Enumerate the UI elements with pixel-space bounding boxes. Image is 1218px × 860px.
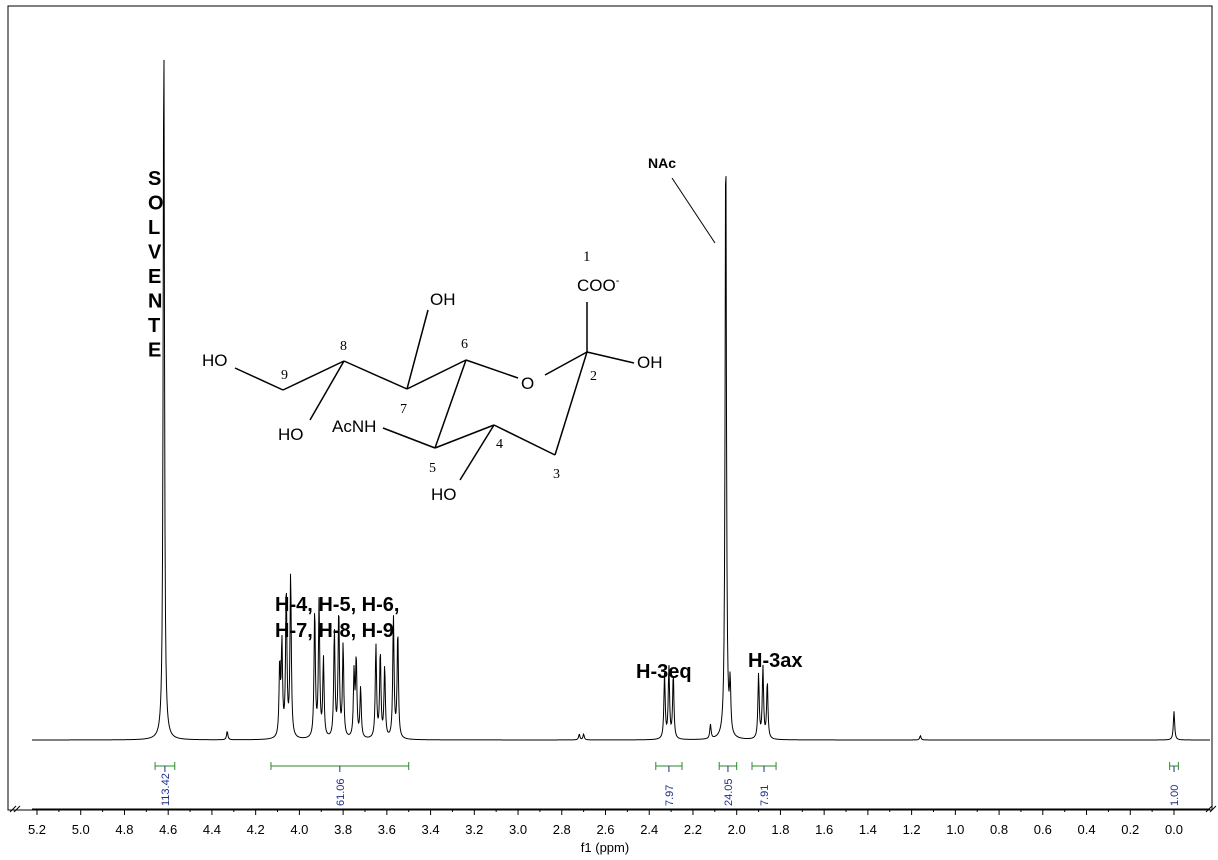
x-tick-label: 3.2 <box>465 822 483 837</box>
solvent-letter: L <box>148 217 160 239</box>
x-tick-label: 5.2 <box>28 822 46 837</box>
x-axis-break-mark <box>9 805 1217 813</box>
x-tick-label: 0.2 <box>1121 822 1139 837</box>
integral-value: 24.05 <box>723 778 735 806</box>
h3ax-label: H-3ax <box>748 650 802 672</box>
integral-group: 113.42 61.06 7.97 24.05 7.91 1.00 <box>154 762 1181 806</box>
x-tick-label: 0.6 <box>1034 822 1052 837</box>
x-tick-label: 0.8 <box>990 822 1008 837</box>
h3eq-label: H-3eq <box>636 661 692 683</box>
x-tick-label: 4.2 <box>247 822 265 837</box>
x-tick-label: 2.0 <box>728 822 746 837</box>
x-tick-label: 1.8 <box>771 822 789 837</box>
acnh-group: AcNH <box>332 417 376 436</box>
coo-group: COO- <box>577 275 620 295</box>
c2-hydroxyl: OH <box>637 353 663 372</box>
integral-value: 1.00 <box>1169 785 1181 806</box>
x-tick-label: 3.6 <box>378 822 396 837</box>
x-tick-label: 1.2 <box>903 822 921 837</box>
x-tick-label: 3.0 <box>509 822 527 837</box>
x-axis-label: f1 (ppm) <box>581 840 629 855</box>
nac-label: NAc <box>648 155 676 171</box>
structure-bonds <box>234 302 635 481</box>
x-tick-label: 1.4 <box>859 822 877 837</box>
c6-number: 6 <box>461 337 468 352</box>
x-tick-label: 0.0 <box>1165 822 1183 837</box>
c7-number: 7 <box>400 402 407 417</box>
plot-frame <box>7 5 1213 811</box>
c2-number: 2 <box>590 369 597 384</box>
solvent-letter: O <box>148 193 164 215</box>
c8-hydroxyl: HO <box>278 425 304 444</box>
x-tick-label: 2.6 <box>596 822 614 837</box>
x-tick-label: 2.8 <box>553 822 571 837</box>
region-label-line2: H-7, H-8, H-9 <box>275 620 394 642</box>
c1-number: 1 <box>583 249 591 265</box>
c4-number: 4 <box>496 437 503 452</box>
c9-hydroxyl: HO <box>202 351 228 370</box>
x-tick-label: 2.4 <box>640 822 658 837</box>
integral-value: 7.91 <box>759 785 771 806</box>
x-tick-label: 0.4 <box>1077 822 1095 837</box>
x-axis-ticks: 5.2 5.0 4.8 4.6 4.4 4.2 4.0 3.8 3.6 3.4 3.2 3.0 2.8 2… <box>28 809 1183 837</box>
solvent-letter: E <box>148 266 161 288</box>
x-tick-label: 3.4 <box>422 822 440 837</box>
x-tick-label: 2.2 <box>684 822 702 837</box>
solvent-letter: E <box>148 340 161 362</box>
x-tick-label: 4.4 <box>203 822 221 837</box>
solvent-letter: N <box>148 291 162 313</box>
nac-pointer-line <box>671 177 716 244</box>
integral-value: 7.97 <box>664 785 676 806</box>
x-tick-label: 4.0 <box>290 822 308 837</box>
x-tick-label: 5.0 <box>72 822 90 837</box>
c9-number: 9 <box>281 368 288 383</box>
ring-oxygen: O <box>521 374 534 393</box>
x-tick-label: 1.0 <box>946 822 964 837</box>
solvent-letter: V <box>148 242 162 264</box>
integral-value: 61.06 <box>335 778 347 806</box>
x-tick-label: 4.8 <box>115 822 133 837</box>
integral-value: 113.42 <box>160 773 172 806</box>
c8-number: 8 <box>340 339 347 354</box>
c7-hydroxyl: OH <box>430 290 456 309</box>
c4-hydroxyl: HO <box>431 485 457 504</box>
x-tick-label: 3.8 <box>334 822 352 837</box>
spectrum-trace <box>32 59 1210 741</box>
solvent-letter: T <box>148 315 160 337</box>
molecule-structure: 1 COO- OH OH HO HO HO AcNH O 2 3 4 5 6 7… <box>202 249 663 504</box>
solvent-letter: S <box>148 168 161 190</box>
c5-number: 5 <box>429 461 436 476</box>
region-label-line1: H-4, H-5, H-6, <box>275 594 399 616</box>
c3-number: 3 <box>553 467 560 482</box>
x-tick-label: 4.6 <box>159 822 177 837</box>
x-tick-label: 1.6 <box>815 822 833 837</box>
